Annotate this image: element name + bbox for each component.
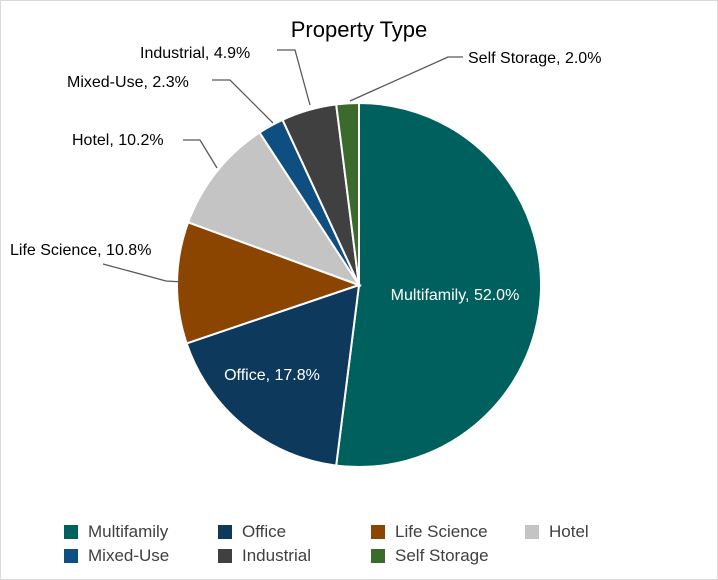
pie-slices <box>176 101 542 468</box>
data-label-self-storage: Self Storage, 2.0% <box>468 50 601 67</box>
pie-slice-office <box>185 283 361 467</box>
leader-line-hotel <box>183 139 218 169</box>
data-label-office: Office, 17.8% <box>224 367 320 384</box>
leader-lines <box>102 49 463 283</box>
data-label-mixed-use: Mixed-Use, 2.3% <box>67 74 189 91</box>
leader-line-mixed-use <box>212 79 274 124</box>
data-labels: Multifamily, 52.0% Office, 17.8% Life Scie… <box>10 45 601 384</box>
data-label-life-science: Life Science, 10.8% <box>10 242 151 259</box>
pie-slice-life-science <box>176 220 363 345</box>
leader-line-life-science <box>102 263 184 283</box>
leader-line-self-storage <box>349 56 463 102</box>
data-label-multifamily: Multifamily, 52.0% <box>391 287 520 304</box>
data-label-industrial: Industrial, 4.9% <box>140 45 250 62</box>
pie-slice-multifamily <box>335 101 542 468</box>
leader-line-industrial <box>277 49 311 106</box>
chart-title: Property Type <box>291 17 428 42</box>
data-label-hotel: Hotel, 10.2% <box>72 132 164 149</box>
pie-slice-hotel <box>186 131 362 287</box>
pie-slice-self-storage <box>335 101 360 286</box>
